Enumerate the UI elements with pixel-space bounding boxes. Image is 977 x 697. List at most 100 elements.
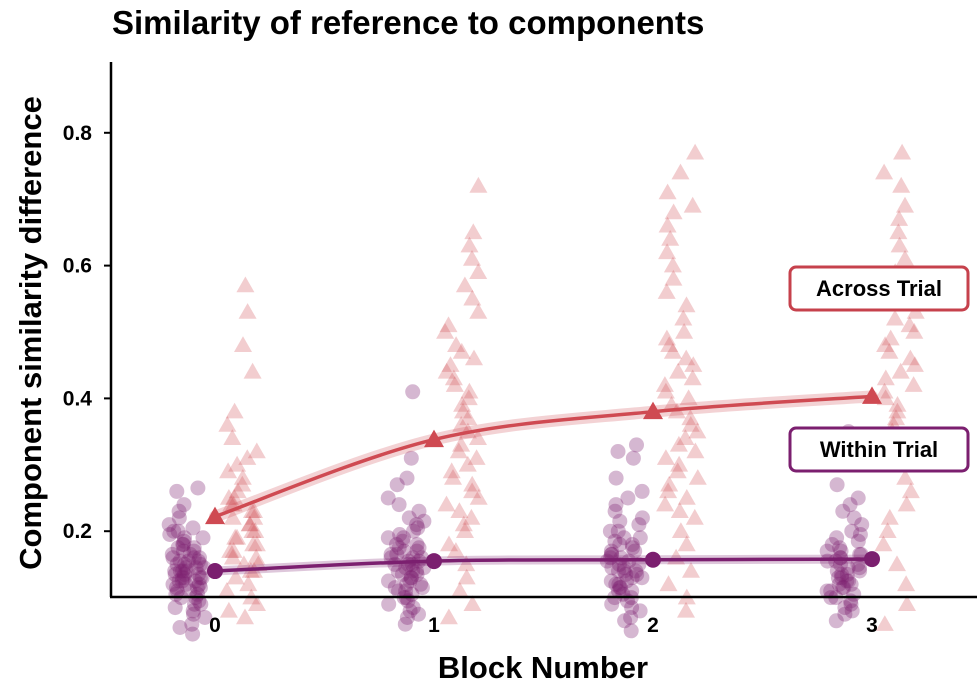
across-trial-point xyxy=(437,495,456,512)
across-trial-point xyxy=(452,435,471,452)
across-trial-point xyxy=(238,449,257,465)
within-trial-mean-line xyxy=(214,557,873,573)
within-trial-point xyxy=(161,517,177,533)
within-trial-point xyxy=(188,560,204,576)
across-trial-point xyxy=(670,455,689,472)
legend-within-box xyxy=(788,426,970,473)
across-trial-point xyxy=(683,196,702,213)
across-trial-point xyxy=(454,515,473,532)
across-trial-point xyxy=(888,402,907,419)
across-trial-point xyxy=(234,336,252,352)
across-trial-point xyxy=(444,369,463,386)
across-trial-point xyxy=(454,402,472,419)
within-trial-point xyxy=(618,566,634,582)
within-trial-point xyxy=(397,616,413,632)
within-trial-point xyxy=(169,556,185,572)
across-trial-point xyxy=(655,376,674,392)
across-trial-point xyxy=(453,396,472,412)
within-trial-point xyxy=(409,517,425,533)
within-trial-point xyxy=(627,543,643,559)
across-trial-point xyxy=(876,389,895,406)
across-trial-point xyxy=(892,176,911,193)
across-trial-point xyxy=(449,442,468,459)
within-trial-point xyxy=(175,537,191,552)
within-trial-point xyxy=(602,523,618,539)
across-trial-point xyxy=(445,376,464,392)
within-trial-point xyxy=(819,543,835,559)
x-axis-label: Block Number xyxy=(438,650,648,685)
across-trial-point xyxy=(875,163,894,180)
across-trial-point xyxy=(243,522,262,538)
within-trial-mean-marker xyxy=(645,551,661,568)
across-trial-point xyxy=(463,475,482,492)
across-trial-point xyxy=(228,528,246,545)
across-trial-point xyxy=(439,608,458,625)
across-trial-point xyxy=(686,442,705,459)
across-trial-point xyxy=(660,475,679,492)
within-trial-point xyxy=(844,523,860,539)
within-trial-point xyxy=(624,600,640,616)
within-trial-point xyxy=(401,510,417,526)
across-trial-point xyxy=(676,429,695,445)
across-trial-point xyxy=(452,416,471,432)
within-trial-point xyxy=(381,596,397,612)
within-trial-point xyxy=(186,540,202,556)
within-trial-point xyxy=(831,576,847,592)
across-trial-point xyxy=(455,276,474,293)
within-trial-point xyxy=(398,560,414,576)
across-trial-point xyxy=(663,342,682,359)
across-trial-point xyxy=(459,409,478,426)
within-trial-point xyxy=(604,560,620,576)
across-trial-point xyxy=(228,455,247,472)
within-trial-point xyxy=(380,530,396,546)
y-tick-label: 0.2 xyxy=(63,520,92,543)
within-trial-point xyxy=(389,537,404,552)
within-trial-point xyxy=(411,540,427,556)
across-trial-point xyxy=(896,196,914,213)
across-trial-point xyxy=(464,223,483,240)
within-trial-point xyxy=(192,570,208,586)
within-trial-point xyxy=(632,603,648,619)
within-trial-point xyxy=(187,596,202,612)
across-trial-point xyxy=(463,289,482,306)
within-trial-point xyxy=(839,573,855,589)
within-trial-point xyxy=(174,573,190,589)
within-trial-point xyxy=(383,546,399,562)
across-trial-point xyxy=(897,575,916,592)
within-trial-point xyxy=(411,503,427,519)
within-trial-point xyxy=(178,560,194,576)
within-trial-point xyxy=(611,583,626,599)
across-trial-point xyxy=(223,429,242,445)
y-tick-label: 0.8 xyxy=(63,122,93,145)
across-trial-point xyxy=(876,369,895,386)
across-trial-point xyxy=(681,409,700,426)
across-trial-point xyxy=(893,143,912,160)
within-trial-point xyxy=(852,560,867,576)
across-trial-point xyxy=(657,329,676,346)
within-trial-point xyxy=(610,444,626,459)
across-trial-point xyxy=(682,562,700,578)
within-trial-point xyxy=(165,550,181,566)
within-trial-point xyxy=(185,626,201,642)
within-trial-point xyxy=(176,497,192,513)
within-trial-point xyxy=(171,503,187,519)
within-trial-point xyxy=(402,573,418,589)
within-trial-point xyxy=(624,570,640,586)
within-trial-point xyxy=(612,580,628,596)
within-trial-point xyxy=(820,553,835,569)
within-trial-point xyxy=(176,570,192,586)
within-trial-point xyxy=(191,576,207,592)
across-trial-point xyxy=(243,362,262,379)
across-trial-point xyxy=(219,489,238,505)
within-trial-point xyxy=(186,543,202,559)
y-axis-label: Component similarity difference xyxy=(13,96,48,570)
x-tick-label: 3 xyxy=(866,614,878,637)
across-trial-ci-band xyxy=(209,390,878,523)
within-trial-point xyxy=(634,570,650,586)
within-trial-point xyxy=(828,613,844,629)
within-trial-point xyxy=(175,563,191,579)
within-trial-point xyxy=(828,553,844,569)
across-trial-point xyxy=(462,508,481,525)
within-trial-point xyxy=(391,540,407,556)
within-trial-point xyxy=(192,550,207,566)
